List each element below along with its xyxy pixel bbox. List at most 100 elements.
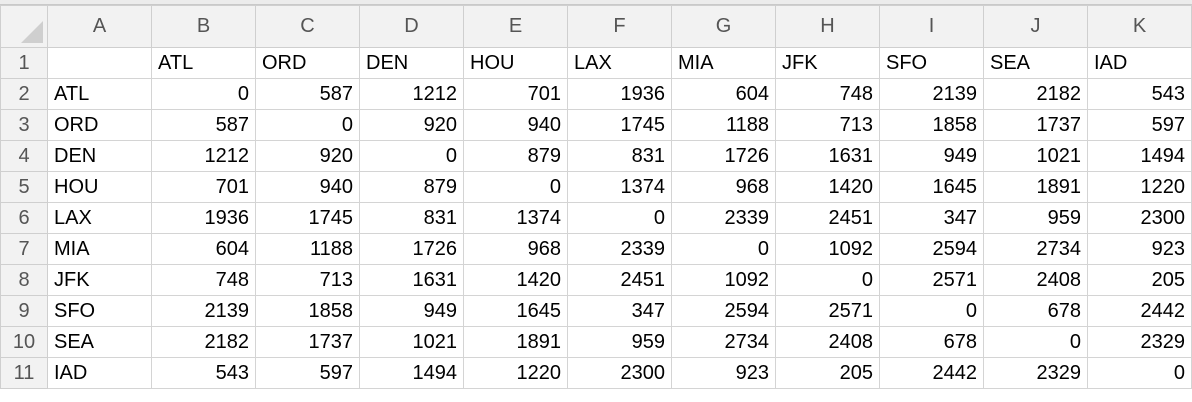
- cell[interactable]: 940: [463, 109, 568, 141]
- cell[interactable]: 2451: [775, 202, 880, 234]
- column-header-b[interactable]: B: [151, 5, 256, 48]
- column-header-e[interactable]: E: [463, 5, 568, 48]
- cell[interactable]: HOU: [463, 47, 568, 79]
- cell[interactable]: 879: [463, 140, 568, 172]
- cell[interactable]: 597: [255, 357, 360, 389]
- cell[interactable]: 1936: [151, 202, 256, 234]
- row-header[interactable]: 1: [0, 47, 48, 79]
- cell[interactable]: LAX: [567, 47, 672, 79]
- cell[interactable]: 923: [1087, 233, 1192, 265]
- cell[interactable]: 0: [463, 171, 568, 203]
- cell[interactable]: 2139: [151, 295, 256, 327]
- cell[interactable]: 0: [879, 295, 984, 327]
- cell[interactable]: 678: [879, 326, 984, 358]
- cell[interactable]: 0: [775, 264, 880, 296]
- row-header[interactable]: 9: [0, 295, 48, 327]
- cell[interactable]: LAX: [47, 202, 152, 234]
- row-header[interactable]: 8: [0, 264, 48, 296]
- cell[interactable]: 587: [151, 109, 256, 141]
- cell[interactable]: 2408: [775, 326, 880, 358]
- cell[interactable]: 1891: [463, 326, 568, 358]
- cell[interactable]: 1494: [1087, 140, 1192, 172]
- cell[interactable]: 1737: [255, 326, 360, 358]
- cell[interactable]: 2139: [879, 78, 984, 110]
- cell[interactable]: 748: [151, 264, 256, 296]
- cell[interactable]: 831: [567, 140, 672, 172]
- cell[interactable]: DEN: [47, 140, 152, 172]
- cell[interactable]: 1858: [255, 295, 360, 327]
- cell[interactable]: [47, 47, 152, 79]
- cell[interactable]: 587: [255, 78, 360, 110]
- cell[interactable]: 1220: [1087, 171, 1192, 203]
- cell[interactable]: 1745: [567, 109, 672, 141]
- cell[interactable]: 923: [671, 357, 776, 389]
- cell[interactable]: 604: [151, 233, 256, 265]
- cell[interactable]: 2594: [879, 233, 984, 265]
- cell[interactable]: 713: [775, 109, 880, 141]
- cell[interactable]: 1188: [671, 109, 776, 141]
- cell[interactable]: 1092: [775, 233, 880, 265]
- cell[interactable]: 2329: [1087, 326, 1192, 358]
- cell[interactable]: 968: [671, 171, 776, 203]
- cell[interactable]: 604: [671, 78, 776, 110]
- cell[interactable]: 543: [1087, 78, 1192, 110]
- cell[interactable]: 2594: [671, 295, 776, 327]
- cell[interactable]: 1420: [463, 264, 568, 296]
- cell[interactable]: MIA: [671, 47, 776, 79]
- cell[interactable]: 678: [983, 295, 1088, 327]
- spreadsheet-grid[interactable]: A B C D E F G H I J K 1 ATL ORD DEN HOU LAX MI…: [0, 5, 1192, 402]
- cell[interactable]: 949: [879, 140, 984, 172]
- column-header-a[interactable]: A: [47, 5, 152, 48]
- cell[interactable]: 959: [567, 326, 672, 358]
- row-header[interactable]: 11: [0, 357, 48, 389]
- cell[interactable]: 205: [1087, 264, 1192, 296]
- row-header[interactable]: 2: [0, 78, 48, 110]
- cell[interactable]: JFK: [775, 47, 880, 79]
- cell[interactable]: 2300: [1087, 202, 1192, 234]
- cell[interactable]: 2329: [983, 357, 1088, 389]
- row-header[interactable]: 6: [0, 202, 48, 234]
- cell[interactable]: ORD: [255, 47, 360, 79]
- cell[interactable]: 2442: [1087, 295, 1192, 327]
- cell[interactable]: 2182: [983, 78, 1088, 110]
- cell[interactable]: 347: [567, 295, 672, 327]
- cell[interactable]: 597: [1087, 109, 1192, 141]
- cell[interactable]: 1021: [983, 140, 1088, 172]
- column-header-c[interactable]: C: [255, 5, 360, 48]
- column-header-h[interactable]: H: [775, 5, 880, 48]
- cell[interactable]: IAD: [47, 357, 152, 389]
- cell[interactable]: SEA: [47, 326, 152, 358]
- row-header[interactable]: 5: [0, 171, 48, 203]
- cell[interactable]: 1374: [463, 202, 568, 234]
- cell[interactable]: SFO: [879, 47, 984, 79]
- cell[interactable]: 1745: [255, 202, 360, 234]
- cell[interactable]: 920: [359, 109, 464, 141]
- column-header-g[interactable]: G: [671, 5, 776, 48]
- cell[interactable]: 1858: [879, 109, 984, 141]
- cell[interactable]: 1726: [671, 140, 776, 172]
- cell[interactable]: 2339: [671, 202, 776, 234]
- cell[interactable]: 0: [567, 202, 672, 234]
- cell[interactable]: 959: [983, 202, 1088, 234]
- cell[interactable]: 1936: [567, 78, 672, 110]
- cell[interactable]: 2734: [671, 326, 776, 358]
- cell[interactable]: DEN: [359, 47, 464, 79]
- cell[interactable]: 1374: [567, 171, 672, 203]
- cell[interactable]: 0: [1087, 357, 1192, 389]
- cell[interactable]: 1891: [983, 171, 1088, 203]
- cell[interactable]: 2734: [983, 233, 1088, 265]
- cell[interactable]: 1645: [879, 171, 984, 203]
- cell[interactable]: 1631: [775, 140, 880, 172]
- cell[interactable]: 1212: [359, 78, 464, 110]
- cell[interactable]: 1494: [359, 357, 464, 389]
- cell[interactable]: 1726: [359, 233, 464, 265]
- cell[interactable]: 831: [359, 202, 464, 234]
- cell[interactable]: HOU: [47, 171, 152, 203]
- cell[interactable]: 748: [775, 78, 880, 110]
- cell[interactable]: ORD: [47, 109, 152, 141]
- column-header-f[interactable]: F: [567, 5, 672, 48]
- cell[interactable]: 0: [983, 326, 1088, 358]
- cell[interactable]: 940: [255, 171, 360, 203]
- cell[interactable]: 1092: [671, 264, 776, 296]
- cell[interactable]: 1021: [359, 326, 464, 358]
